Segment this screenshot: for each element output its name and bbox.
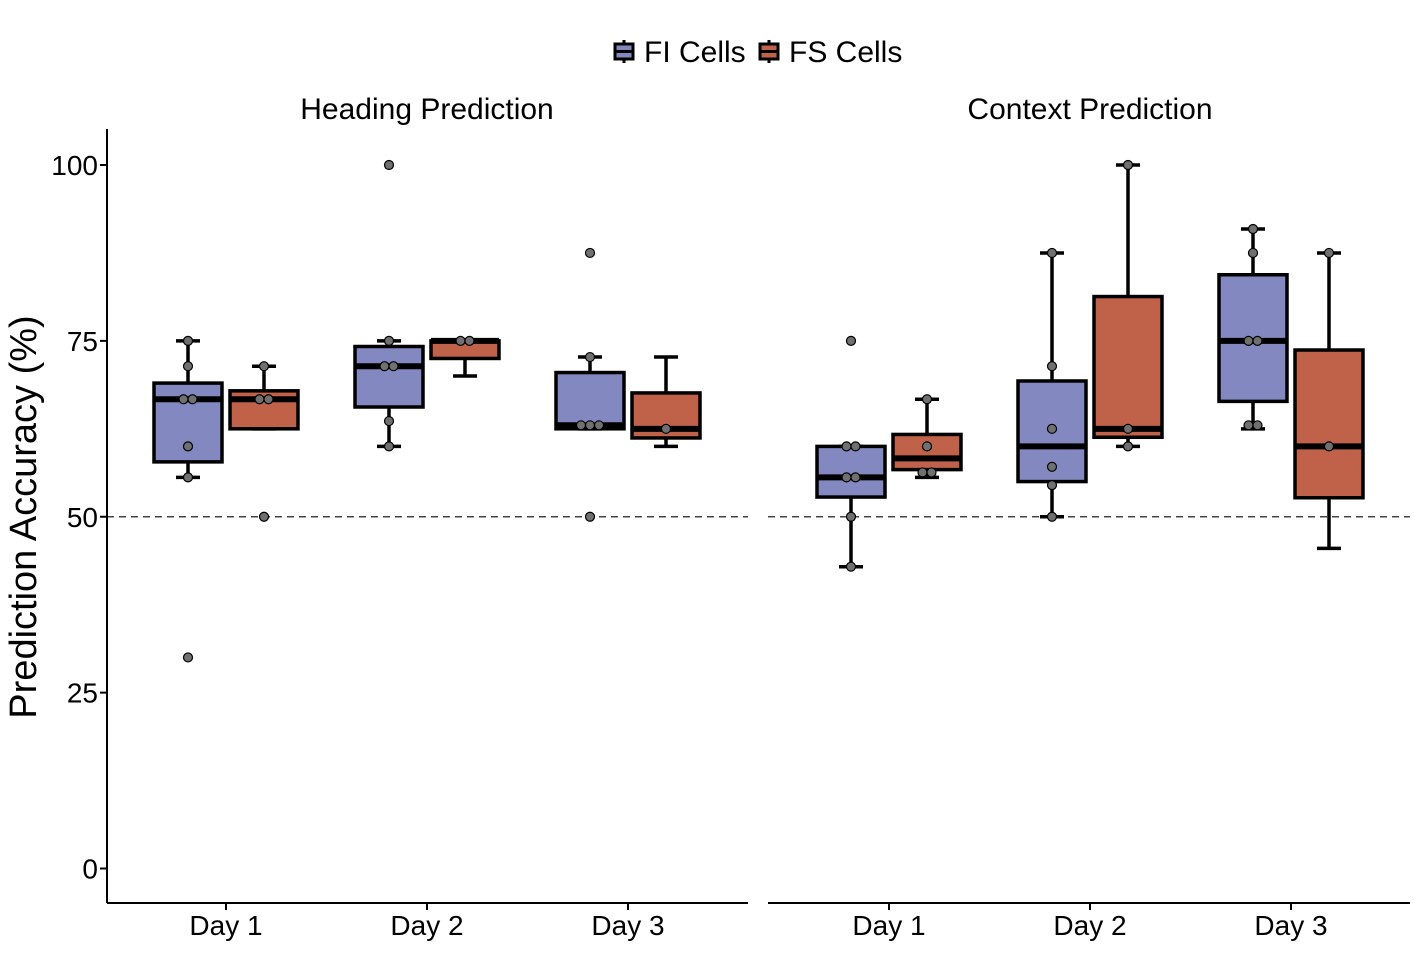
- data-point: [1247, 223, 1259, 235]
- data-point: [584, 351, 596, 363]
- data-point: [921, 394, 933, 405]
- box-body: [891, 432, 963, 472]
- data-point: [1243, 335, 1254, 346]
- data-point: [178, 394, 189, 405]
- box-body: [554, 370, 626, 431]
- data-point: [1323, 441, 1335, 452]
- x-tick-label-day-3: Day 3: [591, 910, 664, 941]
- x-tick-label-day-3: Day 3: [1254, 910, 1327, 941]
- legend-item-fs-cells: FS Cells: [758, 36, 902, 69]
- box-day-3-fs-cells: [1293, 247, 1365, 551]
- box-day-3-fi-cells: [1217, 223, 1289, 431]
- data-point: [182, 335, 194, 346]
- box-body: [353, 344, 425, 409]
- data-point: [1122, 159, 1134, 171]
- y-tick-label: 0: [82, 854, 98, 885]
- data-point: [584, 420, 596, 431]
- data-point: [1046, 247, 1058, 259]
- data-point: [1046, 461, 1058, 472]
- box-day-1-fi-cells: [815, 335, 887, 572]
- box-body: [815, 444, 887, 499]
- data-point: [1252, 420, 1263, 431]
- data-point: [1243, 420, 1254, 431]
- x-tick-label-day-2: Day 2: [390, 910, 463, 941]
- box-day-1-fs-cells: [891, 394, 963, 480]
- box-body: [1293, 348, 1365, 500]
- box-day-1-fs-cells: [228, 361, 300, 522]
- data-point: [187, 394, 198, 405]
- data-point: [383, 159, 395, 171]
- data-point: [850, 472, 861, 483]
- data-point: [1046, 511, 1058, 522]
- panel-heading-prediction: Heading Prediction Day 1 Day 2 Day 3 0 25 50 75…: [51, 93, 748, 941]
- legend-label: FS Cells: [789, 36, 902, 69]
- panel-title: Context Prediction: [967, 93, 1212, 126]
- data-point: [660, 423, 672, 434]
- data-point: [1122, 423, 1134, 434]
- data-point: [182, 652, 194, 663]
- data-point: [254, 394, 265, 405]
- data-point: [182, 361, 194, 372]
- x-tick-label-day-1: Day 1: [852, 910, 925, 941]
- data-point: [1046, 423, 1058, 434]
- data-point: [921, 441, 933, 452]
- y-tick-label: 100: [51, 150, 98, 181]
- data-point: [845, 511, 857, 522]
- data-point: [258, 361, 270, 372]
- box-day-1-fi-cells: [152, 335, 224, 663]
- data-point: [841, 472, 852, 483]
- legend-item-fi-cells: FI Cells: [613, 36, 746, 69]
- data-point: [1046, 479, 1058, 491]
- y-axis-title: Prediction Accuracy (%): [3, 315, 45, 718]
- panel-context-prediction: Context Prediction Day 1 Day 2 Day 3: [768, 93, 1410, 941]
- data-point: [182, 472, 194, 483]
- data-point: [379, 361, 390, 372]
- data-point: [455, 335, 466, 346]
- box-day-3-fi-cells: [554, 247, 626, 522]
- x-tick-label-day-2: Day 2: [1053, 910, 1126, 941]
- data-point: [845, 335, 857, 346]
- data-point: [1323, 247, 1335, 259]
- data-point: [584, 247, 596, 259]
- box-body: [1092, 294, 1164, 440]
- data-point: [845, 561, 857, 572]
- data-point: [1247, 247, 1259, 259]
- data-point: [383, 415, 395, 427]
- data-point: [926, 467, 937, 478]
- y-tick-label: 75: [67, 326, 98, 357]
- box-day-2-fi-cells: [1016, 247, 1088, 522]
- data-point: [464, 335, 475, 346]
- box-day-2-fs-cells: [429, 335, 501, 378]
- box-day-3-fs-cells: [630, 355, 702, 449]
- data-point: [263, 394, 274, 405]
- data-point: [383, 441, 395, 452]
- data-point: [1252, 335, 1263, 346]
- panels: Heading Prediction Day 1 Day 2 Day 3 0 25 50 75…: [51, 93, 1410, 941]
- data-point: [182, 441, 194, 452]
- data-point: [383, 335, 395, 346]
- data-point: [584, 511, 596, 522]
- data-point: [258, 511, 270, 522]
- box-day-2-fs-cells: [1092, 159, 1164, 452]
- box-day-2-fi-cells: [353, 159, 425, 452]
- data-point: [850, 441, 861, 452]
- data-point: [593, 420, 605, 431]
- x-tick-label-day-1: Day 1: [189, 910, 262, 941]
- panel-title: Heading Prediction: [300, 93, 554, 126]
- legend-label: FI Cells: [644, 36, 746, 69]
- y-tick-label: 25: [67, 678, 98, 709]
- legend: FI Cells FS Cells: [613, 36, 902, 69]
- data-point: [841, 441, 852, 452]
- data-point: [917, 467, 928, 478]
- data-point: [388, 361, 399, 372]
- data-point: [1046, 361, 1058, 372]
- data-point: [575, 420, 587, 431]
- y-tick-label: 50: [67, 502, 98, 533]
- data-point: [1122, 441, 1134, 452]
